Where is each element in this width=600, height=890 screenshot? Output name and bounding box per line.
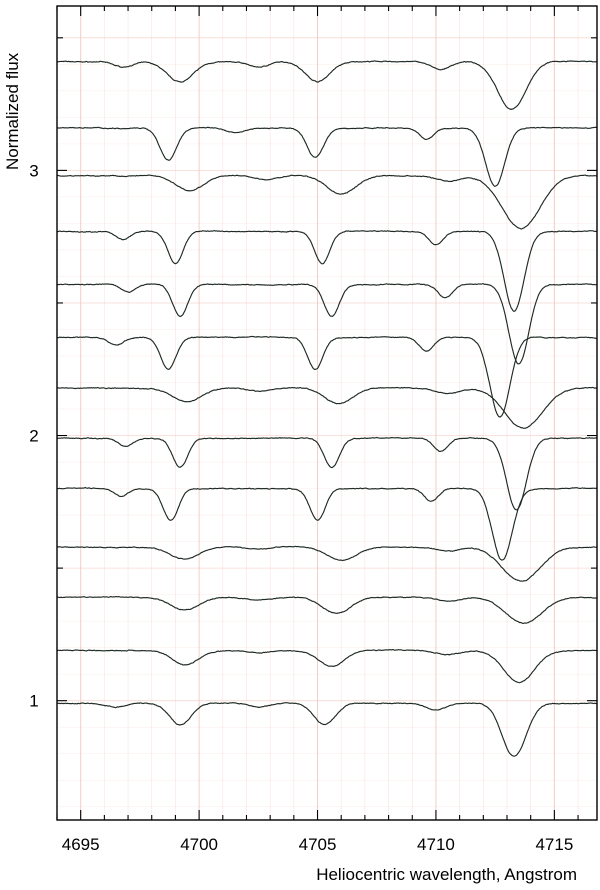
x-tick-label: 4710 xyxy=(417,835,455,854)
spectrum-line-5 xyxy=(56,283,598,365)
spectrum-line-7 xyxy=(56,386,598,429)
y-tick-labels: 1 2 3 xyxy=(29,161,38,710)
grid xyxy=(56,6,597,820)
spectrum-line-3 xyxy=(56,174,598,230)
spectrum-line-4 xyxy=(56,230,598,312)
spectrum-line-13 xyxy=(56,702,598,757)
spectrum-line-8 xyxy=(56,436,598,511)
plot-frame xyxy=(56,5,598,821)
y-tick-label: 3 xyxy=(29,161,38,180)
y-tick-label: 2 xyxy=(29,427,38,446)
spectrum-line-11 xyxy=(56,595,598,624)
spectrum-line-12 xyxy=(56,648,598,684)
spectrum-line-9 xyxy=(56,487,598,561)
spectra-series xyxy=(56,60,598,757)
x-tick-label: 4705 xyxy=(299,835,337,854)
x-tick-label: 4695 xyxy=(62,835,100,854)
x-axis-label: Heliocentric wavelength, Angstrom xyxy=(316,865,577,884)
y-tick-label: 1 xyxy=(29,692,38,711)
spectrum-line-10 xyxy=(56,545,597,582)
spectrum-line-2 xyxy=(56,126,598,187)
x-tick-label: 4715 xyxy=(535,835,573,854)
x-tick-label: 4700 xyxy=(180,835,218,854)
y-axis-label: Normalized flux xyxy=(3,52,22,170)
spectrum-line-6 xyxy=(56,335,598,418)
axis-ticks xyxy=(56,6,597,820)
spectrum-line-1 xyxy=(56,60,598,111)
x-tick-labels: 4695 4700 4705 4710 4715 xyxy=(62,835,574,854)
